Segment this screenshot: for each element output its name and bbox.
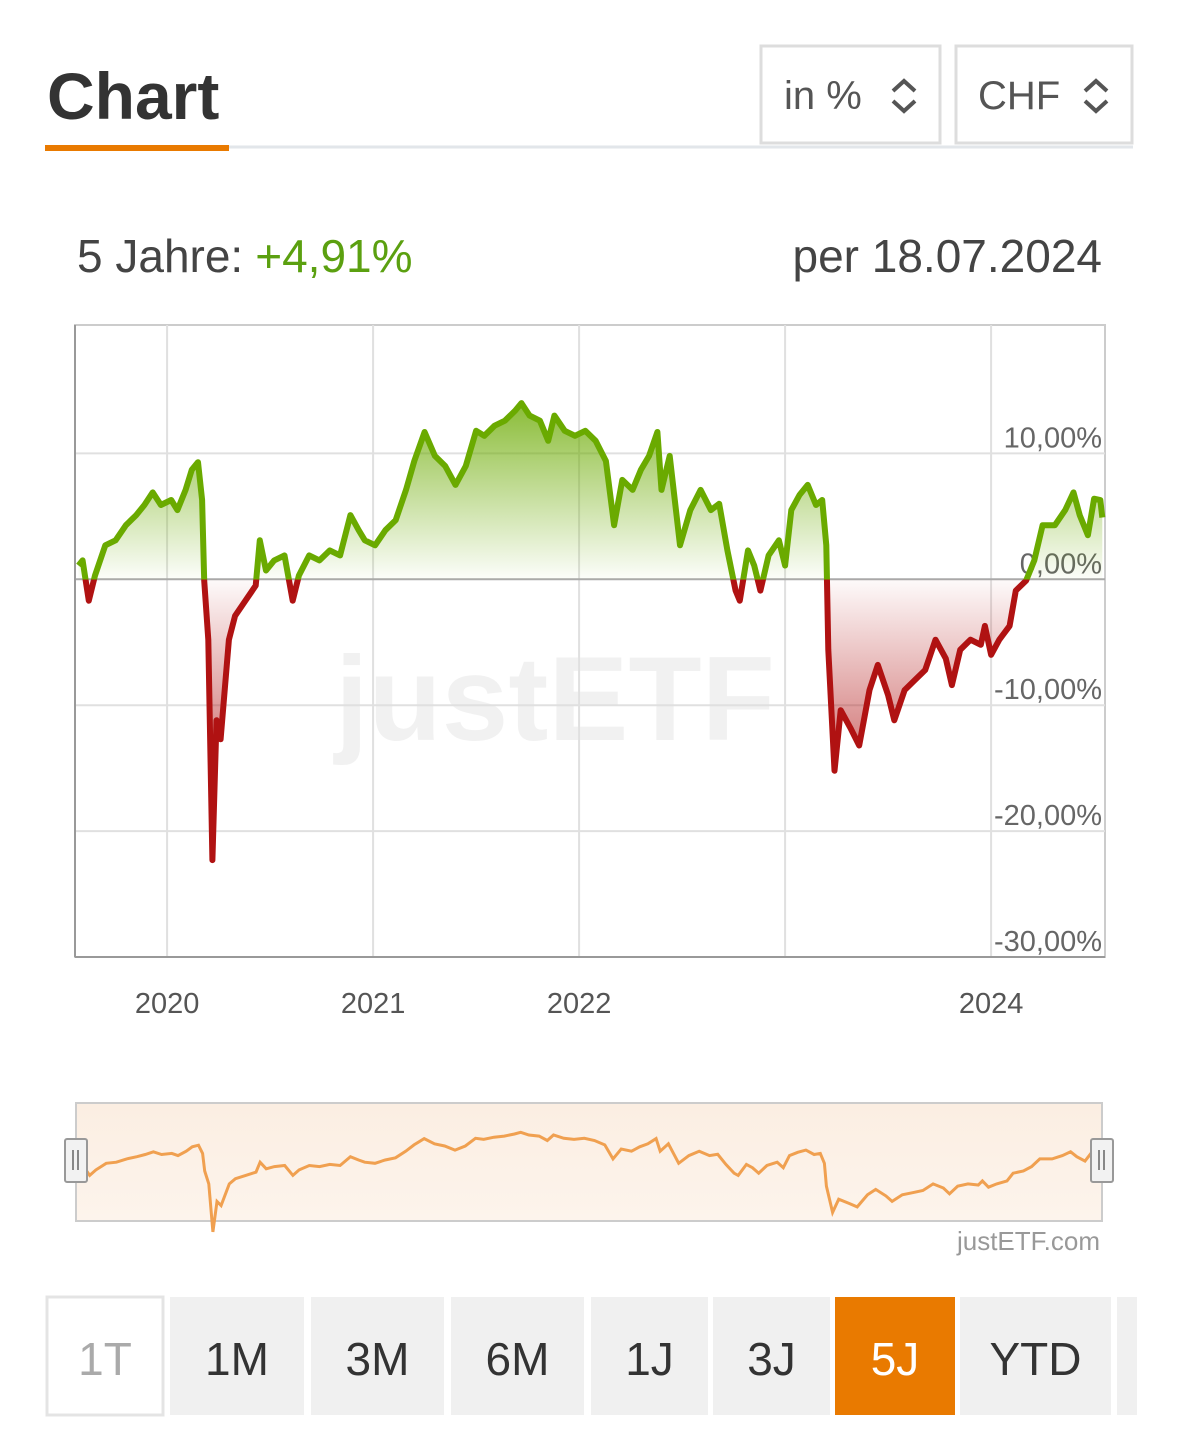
button-label[interactable]: 1J [625,1333,674,1385]
x-tick-label: 2020 [135,988,200,1020]
button-label[interactable]: 5J [871,1333,920,1385]
y-tick-label: -30,00% [994,926,1102,958]
button-bg[interactable] [591,1297,708,1415]
plot-area: 2020202120222024-30,00%-20,00%-10,00%0,0… [74,325,1106,1020]
period-button: 1T [45,1295,165,1417]
period-button[interactable]: YTD [960,1297,1111,1415]
handle[interactable] [1090,1138,1114,1183]
x-tick-label: 2021 [341,988,406,1020]
handle-grip [1098,1150,1105,1170]
navigator-line [79,1130,1101,1233]
navigator-series [79,1130,1101,1233]
navigator-handle-left[interactable] [64,1138,88,1183]
x-tick-label: 2024 [959,988,1024,1020]
button-label[interactable]: 3M [346,1333,410,1385]
handle[interactable] [64,1138,88,1183]
period-button[interactable]: 3J [713,1297,830,1415]
period-buttons: 1T 1M 3M 6M 1J 3J 5J YTD [45,1295,1111,1417]
button-bg[interactable] [960,1297,1111,1415]
unit-select[interactable]: in % [759,44,942,145]
period-change: +4,91% [255,230,412,282]
select-label[interactable]: CHF [978,74,1060,118]
period-button-overflow[interactable] [1117,1297,1137,1415]
period-button[interactable]: 3M [311,1297,444,1415]
x-tick-label: 2022 [547,988,612,1020]
button-label[interactable]: 3J [747,1333,796,1385]
button-label[interactable]: 6M [486,1333,550,1385]
navigator-handle-right[interactable] [1090,1138,1114,1183]
y-tick-label: -20,00% [994,800,1102,832]
button-bg[interactable] [170,1297,304,1415]
currency-select[interactable]: CHF [954,44,1134,145]
summary: 5 Jahre: +4,91% [77,230,413,282]
y-tick-label: -10,00% [994,674,1102,706]
credit: justETF.com [956,1226,1100,1256]
button-label[interactable]: 1M [205,1333,269,1385]
button-bg[interactable] [835,1297,955,1415]
period-button[interactable]: 6M [451,1297,584,1415]
watermark: justETF [333,632,775,766]
chevron [1083,78,1109,114]
period-button[interactable]: 1J [591,1297,708,1415]
button-bg[interactable] [713,1297,830,1415]
button-label[interactable]: YTD [990,1333,1082,1385]
y-tick-label: 10,00% [1004,422,1102,454]
handle-grip [72,1150,79,1170]
period-label: 5 Jahre: [77,230,243,282]
title-underline [45,145,229,151]
chevron [891,78,917,114]
select-label[interactable]: in % [784,74,862,118]
line [76,400,1106,864]
area [78,403,1103,861]
navigator [75,1102,1103,1222]
select-box[interactable] [759,44,942,145]
button-bg[interactable] [451,1297,584,1415]
as-of-date: per 18.07.2024 [793,230,1103,282]
button-label: 1T [78,1333,132,1385]
period-button[interactable]: 5J [835,1297,955,1415]
title: Chart [47,59,219,133]
period-button[interactable]: 1M [170,1297,304,1415]
button-bg [45,1295,165,1417]
select-box[interactable] [954,44,1134,145]
button-bg[interactable] [311,1297,444,1415]
